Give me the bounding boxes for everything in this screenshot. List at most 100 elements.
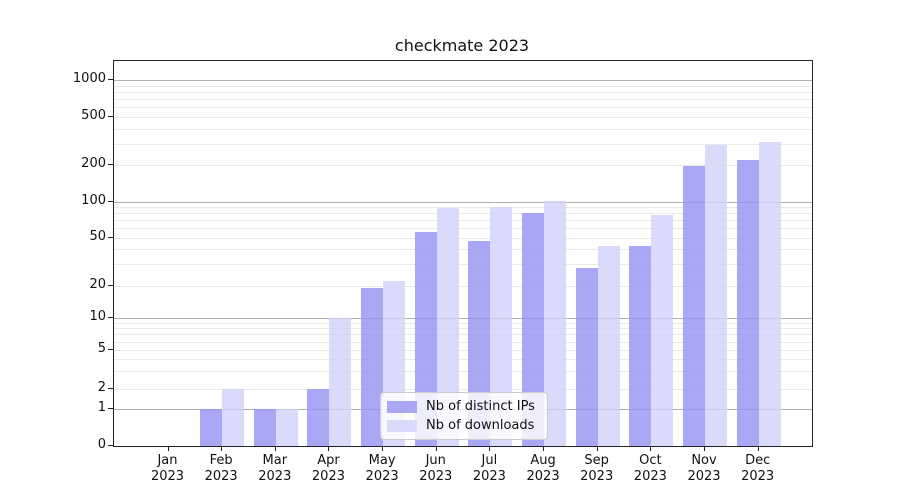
gridline-minor [114, 165, 812, 166]
gridline-minor [114, 220, 812, 222]
gridline-minor [114, 341, 812, 343]
chart-title: checkmate 2023 [394, 36, 530, 55]
gridline-minor [114, 388, 812, 390]
y-tick [108, 200, 113, 202]
x-tick [274, 446, 276, 451]
bar-distinct-ips [253, 409, 276, 446]
bar-downloads [222, 388, 245, 446]
x-tick-label-year: 2023 [580, 469, 614, 484]
y-tick-label: 5 [97, 341, 106, 356]
bar-downloads [705, 144, 727, 446]
gridline-minor [114, 285, 812, 287]
y-tick [108, 387, 113, 389]
y-tick [108, 236, 113, 238]
x-tick [435, 446, 437, 451]
bar-distinct-ips [575, 267, 598, 446]
bar-downloads [651, 214, 674, 446]
gridline-minor [114, 85, 812, 87]
bar-distinct-ips [361, 287, 384, 446]
gridline-minor [114, 207, 812, 209]
y-tick [108, 408, 113, 409]
x-tick-label-year: 2023 [311, 469, 345, 484]
x-tick-label-year: 2023 [472, 469, 506, 484]
bar-distinct-ips [200, 409, 223, 446]
x-tick-label-year: 2023 [526, 469, 560, 484]
y-tick [108, 79, 113, 80]
legend-label-distinct-ips: Nb of distinct IPs [426, 399, 535, 414]
x-tick-label-month: Mar [262, 453, 288, 468]
x-tick-label-month: Nov [691, 453, 717, 468]
y-tick-label: 10 [89, 308, 106, 324]
y-tick-label: 0 [97, 437, 106, 452]
y-tick [108, 316, 113, 318]
gridline-major [114, 317, 812, 319]
y-tick-label: 20 [89, 276, 106, 292]
y-tick-label: 1 [97, 400, 106, 415]
bar-distinct-ips [683, 166, 705, 446]
x-tick [704, 446, 705, 451]
x-tick-label-year: 2023 [365, 469, 399, 484]
y-tick [108, 284, 113, 286]
legend-swatch-distinct-ips [387, 400, 417, 413]
x-tick-label-month: Dec [745, 453, 771, 468]
x-tick-label-month: Sep [584, 453, 609, 468]
gridline-minor [114, 237, 812, 239]
legend-item-distinct-ips: Nb of distinct IPs [387, 397, 541, 416]
gridline-minor [114, 128, 812, 130]
bar-downloads [436, 208, 459, 446]
gridline-minor [114, 334, 812, 336]
gridline-minor [114, 350, 812, 351]
y-tick-label: 500 [81, 108, 106, 123]
bar-downloads [758, 141, 781, 446]
y-tick-label: 2 [97, 379, 106, 395]
x-tick-label-month: Aug [530, 453, 556, 468]
gridline-minor [114, 117, 812, 118]
x-tick [221, 446, 223, 451]
x-tick-label-year: 2023 [258, 469, 292, 484]
y-tick [108, 445, 113, 446]
x-tick [328, 446, 330, 451]
gridline-minor [114, 371, 812, 373]
x-tick-label-month: Jun [425, 453, 446, 468]
bar-distinct-ips [736, 160, 759, 446]
plot-area [113, 60, 813, 447]
bar-downloads [544, 200, 567, 446]
x-tick-label-year: 2023 [633, 469, 667, 484]
x-tick-label-year: 2023 [687, 469, 721, 484]
gridline-minor [114, 91, 812, 93]
gridline-minor [114, 328, 812, 330]
x-tick-label-year: 2023 [150, 469, 185, 484]
bar-downloads [275, 409, 298, 446]
gridline-minor [114, 143, 812, 145]
legend-label-downloads: Nb of downloads [426, 418, 535, 433]
x-tick [757, 446, 759, 451]
y-tick-label: 200 [81, 156, 106, 171]
bar-distinct-ips [307, 388, 330, 446]
y-tick [108, 116, 113, 117]
gridline-minor [114, 228, 812, 230]
x-tick [382, 446, 384, 451]
legend-swatch-downloads [387, 419, 417, 432]
bar-downloads [490, 206, 513, 446]
bar-distinct-ips [629, 245, 652, 446]
gridline-minor [114, 99, 812, 101]
x-tick-label-year: 2023 [204, 469, 238, 484]
gridline-major [114, 201, 812, 203]
gridline-major [114, 80, 812, 81]
x-tick-label-month: Apr [317, 453, 340, 468]
x-tick-label-month: May [368, 453, 396, 468]
bar-downloads [597, 245, 620, 446]
x-tick-label-year: 2023 [419, 469, 453, 484]
x-tick [543, 446, 545, 451]
x-tick-label-month: Feb [209, 453, 233, 468]
legend: Nb of distinct IPs Nb of downloads [380, 392, 548, 440]
y-tick [108, 349, 113, 350]
gridline-minor [114, 213, 812, 215]
x-tick [650, 446, 652, 451]
y-tick-label: 100 [81, 192, 106, 208]
x-tick [489, 446, 491, 451]
bar-distinct-ips [522, 213, 545, 446]
x-tick [167, 446, 169, 451]
gridline-minor [114, 249, 812, 251]
